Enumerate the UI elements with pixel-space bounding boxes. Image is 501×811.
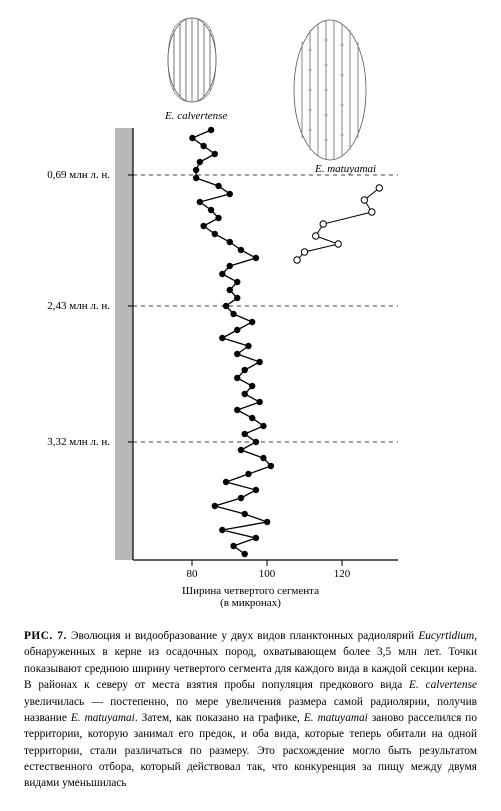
x-axis-title-1: Ширина четвертого сегмента — [182, 585, 319, 597]
x-tick-1: 100 — [259, 568, 276, 580]
figure-area: E. calvertense E. matuyamai 0,69 млн л. … — [0, 0, 501, 620]
core-bar — [115, 128, 133, 560]
species-label-right: E. matuyamai — [315, 163, 376, 175]
cap-p7: E. matuyamai — [304, 712, 368, 724]
cap-p3: E. calvertense — [409, 679, 477, 691]
series-calvertense — [189, 127, 274, 557]
y-tick-0: 0,69 млн л. н. — [47, 169, 110, 181]
x-axis-title-2: (в микронах) — [220, 597, 281, 609]
x-tick-0: 80 — [187, 568, 198, 580]
cap-p1: Eucyrtidium — [418, 630, 474, 642]
figure-label: РИС. 7. — [24, 630, 67, 642]
caption: РИС. 7. Эволюция и видообразование у дву… — [0, 620, 501, 792]
cap-p0: Эволюция и видообразование у двух видов … — [67, 630, 419, 642]
y-tick-2: 3,32 млн л. н. — [47, 436, 110, 448]
y-tick-container: 0,69 млн л. н. 2,43 млн л. н. 3,32 млн л… — [0, 0, 110, 620]
x-tick-2: 120 — [334, 568, 351, 580]
cap-p5: E. matuyamai — [71, 712, 135, 724]
series-matuyamai — [294, 185, 383, 263]
y-tick-1: 2,43 млн л. н. — [47, 300, 110, 312]
species-label-left: E. calvertense — [165, 110, 227, 122]
cap-p6: . Затем, как показано на графике, — [135, 712, 304, 724]
x-axis-title: Ширина четвертого сегмента (в микронах) — [151, 585, 351, 609]
